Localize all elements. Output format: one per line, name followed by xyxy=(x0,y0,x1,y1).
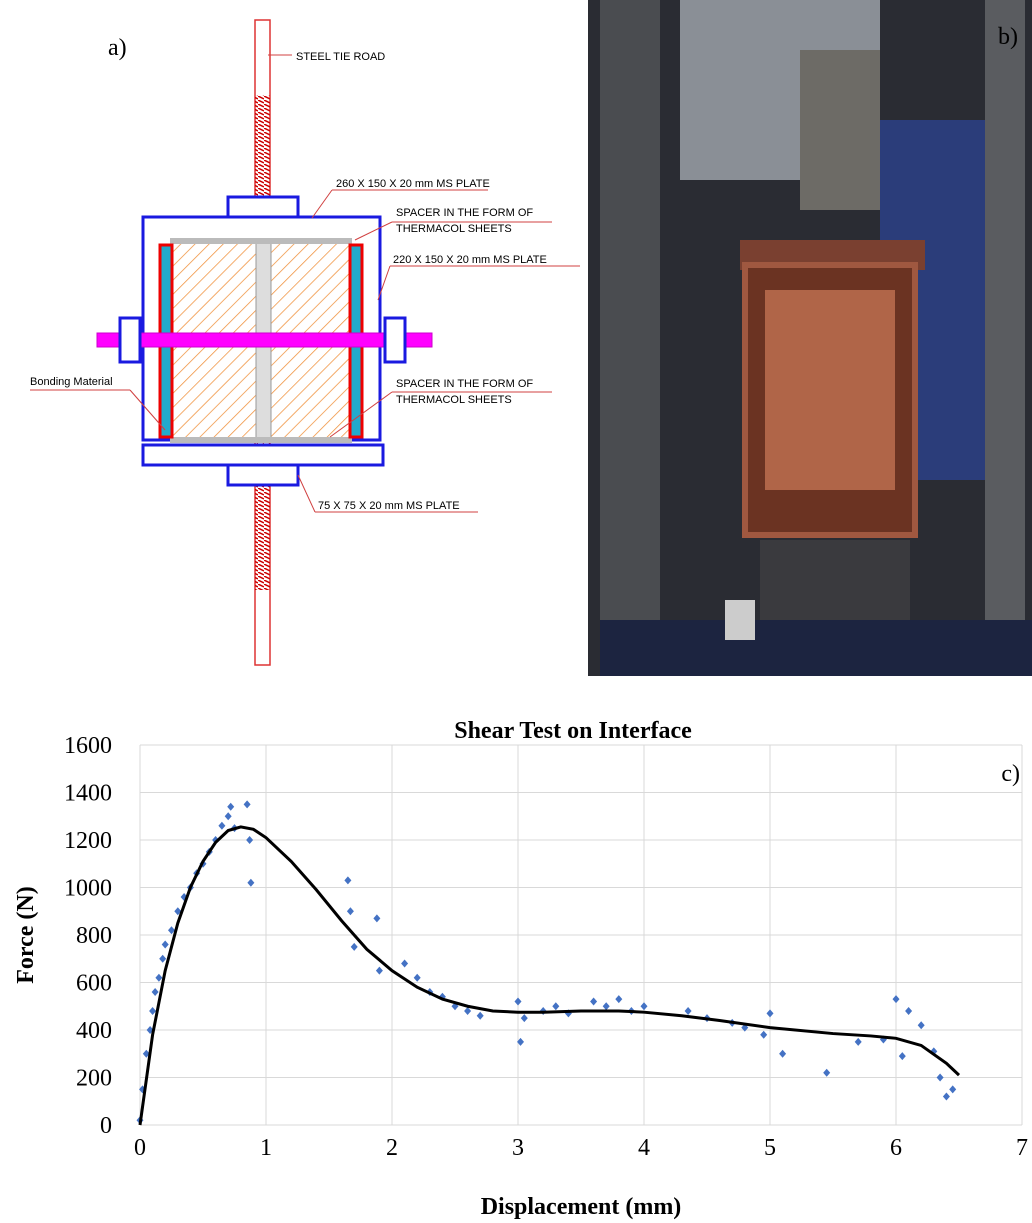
data-point xyxy=(476,1011,484,1020)
annotation: 220 X 150 X 20 mm MS PLATE xyxy=(393,254,547,266)
data-point xyxy=(346,907,354,916)
data-point xyxy=(373,914,381,923)
annotation: THERMACOL SHEETS xyxy=(396,394,512,406)
annotation: Bonding Material xyxy=(30,376,113,388)
data-point xyxy=(401,959,409,968)
data-point xyxy=(905,1007,913,1015)
data-point xyxy=(227,802,235,811)
x-tick-label: 2 xyxy=(386,1135,398,1161)
data-point xyxy=(949,1085,957,1094)
x-axis-label: Displacement (mm) xyxy=(481,1194,682,1220)
y-tick-label: 1200 xyxy=(64,828,112,854)
y-tick-label: 400 xyxy=(76,1018,112,1044)
data-point xyxy=(514,997,522,1006)
x-tick-label: 4 xyxy=(638,1135,650,1161)
y-tick-label: 0 xyxy=(100,1113,112,1139)
panel-label: c) xyxy=(1001,761,1020,787)
annotation: SPACER IN THE FORM OF xyxy=(396,207,533,219)
annotation: THERMACOL SHEETS xyxy=(396,223,512,235)
nut xyxy=(118,316,142,364)
annotation: SPACER IN THE FORM OF xyxy=(396,378,533,390)
x-tick-label: 7 xyxy=(1016,1135,1028,1161)
data-point xyxy=(942,1092,950,1101)
data-point xyxy=(464,1007,472,1015)
bottom-plate xyxy=(141,443,385,467)
data-point xyxy=(898,1052,906,1061)
data-point xyxy=(615,995,623,1004)
data-point xyxy=(161,940,169,949)
data-point xyxy=(854,1037,862,1046)
x-tick-label: 0 xyxy=(134,1135,146,1161)
panel-label: a) xyxy=(108,35,127,61)
data-point xyxy=(779,1049,787,1058)
y-tick-label: 200 xyxy=(76,1066,112,1092)
data-point xyxy=(892,995,900,1004)
data-point xyxy=(243,800,251,809)
annotation: 75 X 75 X 20 mm MS PLATE xyxy=(318,500,460,512)
data-point xyxy=(552,1002,560,1011)
data-point xyxy=(344,876,352,885)
spacer xyxy=(170,437,352,443)
y-tick-label: 1400 xyxy=(64,781,112,807)
data-point xyxy=(142,1049,150,1058)
diagram: a) STEEL TIE ROAD 260 X 150 X 20 mm MS P… xyxy=(30,19,580,666)
cross-rod xyxy=(96,332,433,348)
data-point xyxy=(602,1002,610,1011)
chart: Shear Test on Interface c) Displacement … xyxy=(13,718,1028,1220)
y-tick-label: 1000 xyxy=(64,876,112,902)
photo: b) xyxy=(588,0,1032,676)
data-point xyxy=(684,1007,692,1015)
data-point xyxy=(151,988,159,996)
data-point xyxy=(766,1009,774,1018)
spacer xyxy=(170,238,352,244)
data-point xyxy=(936,1073,944,1082)
nut xyxy=(383,316,407,364)
x-tick-label: 6 xyxy=(890,1135,902,1161)
data-point xyxy=(517,1037,525,1046)
data-point xyxy=(413,973,421,982)
data-point xyxy=(640,1002,648,1011)
annotation: 260 X 150 X 20 mm MS PLATE xyxy=(336,178,490,190)
x-tick-label: 1 xyxy=(260,1135,272,1161)
data-point xyxy=(917,1021,925,1030)
data-point xyxy=(375,966,383,975)
data-point xyxy=(218,821,226,830)
x-tick-label: 5 xyxy=(764,1135,776,1161)
x-tick-label: 3 xyxy=(512,1135,524,1161)
data-point xyxy=(823,1068,831,1077)
data-point xyxy=(247,878,255,887)
data-point xyxy=(350,942,358,951)
panel-label: b) xyxy=(998,24,1018,50)
y-tick-label: 1600 xyxy=(64,733,112,759)
y-tick-label: 600 xyxy=(76,971,112,997)
data-point xyxy=(590,997,598,1006)
chart-title: Shear Test on Interface xyxy=(454,718,692,744)
data-point xyxy=(246,836,254,844)
data-point xyxy=(149,1007,157,1015)
data-point xyxy=(760,1030,768,1039)
data-point xyxy=(168,926,175,935)
data-point xyxy=(224,812,232,821)
y-axis-label: Force (N) xyxy=(13,886,39,984)
y-tick-label: 800 xyxy=(76,923,112,949)
fit-line xyxy=(138,825,961,1126)
annotation: STEEL TIE ROAD xyxy=(296,51,385,63)
data-point xyxy=(155,973,163,982)
data-point xyxy=(159,954,167,963)
data-point xyxy=(174,907,182,916)
data-point xyxy=(520,1014,528,1023)
